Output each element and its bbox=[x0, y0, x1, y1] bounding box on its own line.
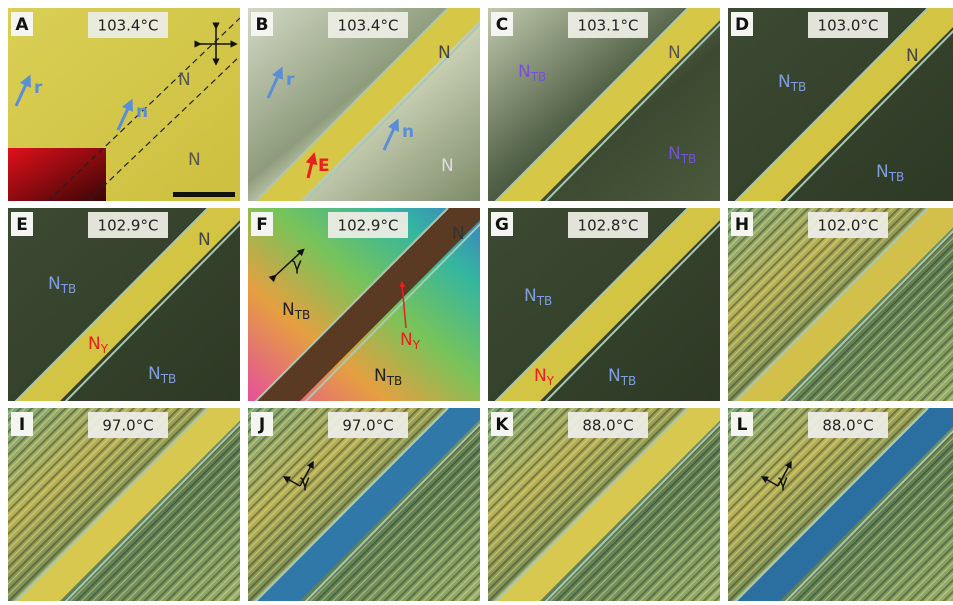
phase-label-sub: TB bbox=[60, 282, 77, 296]
temperature: 97.0°C bbox=[102, 417, 153, 435]
phase-label: E bbox=[318, 156, 330, 176]
panel-letter: G bbox=[495, 215, 509, 235]
panel-letter: J bbox=[258, 415, 265, 435]
phase-label: γ bbox=[300, 472, 310, 492]
temperature: 102.9°C bbox=[338, 217, 399, 235]
phase-label-main: N bbox=[400, 330, 413, 350]
phase-label-main: N bbox=[906, 46, 919, 66]
phase-label: N bbox=[438, 43, 451, 63]
panel-letter: B bbox=[256, 15, 269, 35]
phase-label-main: N bbox=[282, 300, 295, 320]
panel: I 97.0°C bbox=[8, 408, 256, 604]
phase-label-main: N bbox=[441, 156, 454, 176]
phase-label: γ bbox=[778, 472, 788, 492]
panel: K 88.0°C bbox=[488, 408, 736, 604]
temperature: 103.4°C bbox=[338, 17, 399, 35]
temperature: 102.9°C bbox=[98, 217, 159, 235]
phase-label-main: r bbox=[34, 78, 43, 98]
panel-letter: C bbox=[496, 15, 508, 35]
phase-label-main: γ bbox=[292, 255, 302, 275]
phase-label: N bbox=[452, 224, 465, 244]
panel: L 88.0°C γ bbox=[728, 408, 953, 604]
panel: E102.9°CNNTBNYNTB bbox=[8, 208, 256, 404]
panel-letter: I bbox=[19, 415, 25, 435]
temperature: 102.0°C bbox=[818, 217, 879, 235]
phase-label-main: N bbox=[452, 224, 465, 244]
temperature: 103.4°C bbox=[98, 17, 159, 35]
phase-label-main: N bbox=[148, 364, 161, 384]
phase-label-main: N bbox=[48, 274, 61, 294]
phase-label-sub: TB bbox=[530, 70, 547, 84]
phase-label-sub: Y bbox=[546, 374, 555, 388]
panel-letter: L bbox=[737, 415, 748, 435]
phase-label-main: E bbox=[318, 156, 330, 176]
panel: B 103.4°C r n E N N bbox=[248, 8, 496, 204]
phase-label-sub: Y bbox=[412, 338, 421, 352]
temperature: 88.0°C bbox=[822, 417, 873, 435]
phase-label-main: N bbox=[668, 43, 681, 63]
phase-label: γ bbox=[292, 255, 302, 275]
phase-label: N bbox=[441, 156, 454, 176]
temperature: 88.0°C bbox=[582, 417, 633, 435]
phase-label-main: N bbox=[178, 70, 191, 90]
phase-label-main: N bbox=[876, 162, 889, 182]
temperature: 103.0°C bbox=[818, 17, 879, 35]
phase-label-main: γ bbox=[778, 472, 788, 492]
body: A103.4°CrnNNB103.4°CrnENNC103.1°CNTBNNTB… bbox=[0, 0, 953, 605]
panel-letter: A bbox=[15, 15, 29, 35]
phase-label-main: N bbox=[668, 144, 681, 164]
phase-label-sub: TB bbox=[680, 152, 697, 166]
phase-label: N bbox=[198, 230, 211, 250]
phase-label-sub: TB bbox=[790, 80, 807, 94]
phase-label-main: N bbox=[518, 62, 531, 82]
phase-label-sub: TB bbox=[294, 308, 311, 322]
phase-label-main: γ bbox=[300, 472, 310, 492]
phase-label-main: N bbox=[198, 230, 211, 250]
phase-label-main: r bbox=[286, 70, 295, 90]
phase-label-main: n bbox=[402, 122, 414, 142]
phase-label: n bbox=[402, 122, 414, 142]
phase-label: N bbox=[188, 150, 201, 170]
phase-label-sub: TB bbox=[620, 374, 637, 388]
phase-label: N bbox=[178, 70, 191, 90]
phase-label: N bbox=[668, 43, 681, 63]
phase-label: r bbox=[286, 70, 295, 90]
phase-label-main: N bbox=[438, 43, 451, 63]
phase-label-sub: TB bbox=[888, 170, 905, 184]
panel-letter: D bbox=[735, 15, 749, 35]
phase-label-sub: TB bbox=[386, 374, 403, 388]
panel: J 97.0°C γ bbox=[248, 408, 496, 604]
phase-label-sub: TB bbox=[160, 372, 177, 386]
phase-label: r bbox=[34, 78, 43, 98]
panel-letter: E bbox=[16, 215, 28, 235]
figure: A103.4°CrnNNB103.4°CrnENNC103.1°CNTBNNTB… bbox=[0, 0, 953, 605]
temperature: 103.1°C bbox=[578, 17, 639, 35]
page: Panels {"panels": [ {"letter": "A", "tem… bbox=[0, 0, 953, 605]
phase-label-main: N bbox=[534, 366, 547, 386]
phase-label-main: N bbox=[778, 72, 791, 92]
panel-letter: K bbox=[495, 415, 509, 435]
phase-label-sub: TB bbox=[536, 294, 553, 308]
panel-letter: F bbox=[256, 215, 268, 235]
phase-label-main: n bbox=[136, 102, 148, 122]
panel: H 102.0°C bbox=[728, 208, 953, 404]
phase-label-main: N bbox=[608, 366, 621, 386]
temperature: 97.0°C bbox=[342, 417, 393, 435]
phase-label-sub: Y bbox=[100, 342, 109, 356]
temperature: 102.8°C bbox=[578, 217, 639, 235]
phase-label-main: N bbox=[374, 366, 387, 386]
panel: A 103.4°C r n N N bbox=[8, 8, 240, 201]
phase-label-main: N bbox=[188, 150, 201, 170]
phase-label-main: N bbox=[524, 286, 537, 306]
panel-letter: H bbox=[735, 215, 749, 235]
scale-bar bbox=[173, 192, 235, 197]
phase-label-main: N bbox=[88, 334, 101, 354]
phase-label: N bbox=[906, 46, 919, 66]
phase-label: n bbox=[136, 102, 148, 122]
